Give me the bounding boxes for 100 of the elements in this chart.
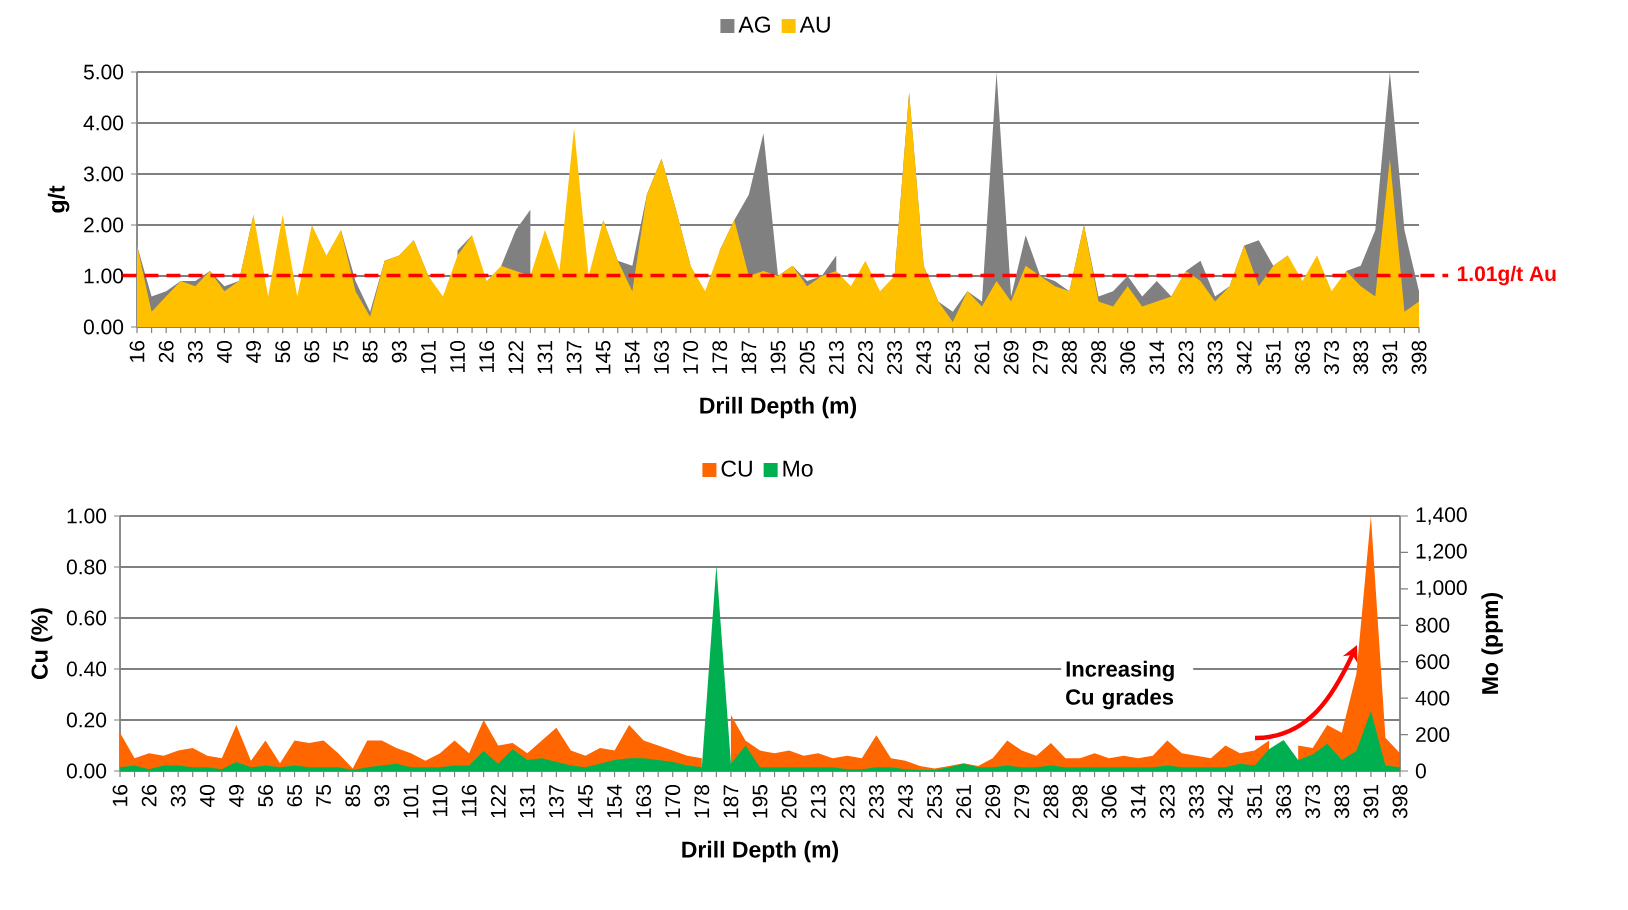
x-tick-label: 253 xyxy=(927,784,942,819)
x-tick-label: 26 xyxy=(158,340,174,363)
x-tick-label: 170 xyxy=(683,340,699,374)
y-tick-label: 0.00 xyxy=(83,319,124,335)
y-tick-label: 0.20 xyxy=(66,712,107,728)
x-tick-label: 178 xyxy=(712,340,728,374)
x-tick-label: 137 xyxy=(548,785,564,818)
y-tick-label: 0.40 xyxy=(66,661,107,677)
y2-tick-label: 800 xyxy=(1415,617,1450,633)
x-tick-label: 16 xyxy=(112,784,128,806)
y-tick-label: 2.00 xyxy=(84,217,124,233)
x-tick-label: 110 xyxy=(432,784,448,816)
x-tick-label: 163 xyxy=(636,784,652,818)
x-tick-label: 56 xyxy=(275,340,291,363)
x-tick-label: 101 xyxy=(420,341,436,374)
x-tick-label: 16 xyxy=(129,340,145,362)
x-tick-label: 253 xyxy=(945,340,961,375)
x-tick-label: 306 xyxy=(1120,340,1136,375)
x-tick-label: 233 xyxy=(868,784,884,819)
annotation: Increasing Cu grades xyxy=(1066,660,1174,710)
x-tick-label: 342 xyxy=(1236,341,1252,375)
x-tick-label: 323 xyxy=(1159,784,1175,819)
y2-tick-label: 1,200 xyxy=(1416,543,1467,562)
x-tick-label: 342 xyxy=(1218,785,1233,819)
x-tick-label: 314 xyxy=(1149,340,1165,375)
x-tick-label: 154 xyxy=(607,784,622,818)
x-tick-label: 233 xyxy=(887,340,902,375)
y-axis-title: g/t xyxy=(47,185,70,213)
x-tick-label: 122 xyxy=(508,341,524,374)
x-tick-label: 122 xyxy=(490,785,506,818)
x-tick-label: 398 xyxy=(1392,784,1408,819)
x-tick-label: 116 xyxy=(479,340,495,372)
x-tick-label: 298 xyxy=(1072,784,1088,819)
x-tick-label: 154 xyxy=(625,340,640,374)
x-tick-label: 178 xyxy=(694,784,710,818)
x-tick-label: 351 xyxy=(1247,785,1262,819)
x-tick-label: 261 xyxy=(974,341,990,375)
x-tick-label: 170 xyxy=(665,784,681,818)
x-tick-label: 65 xyxy=(287,784,302,807)
x-tick-label: 243 xyxy=(916,340,932,375)
x-tick-label: 75 xyxy=(316,784,331,807)
x-tick-label: 261 xyxy=(956,785,972,819)
x-tick-label: 269 xyxy=(1003,341,1019,375)
y2-tick-label: 1,400 xyxy=(1416,507,1467,525)
x-tick-label: 398 xyxy=(1411,340,1427,375)
y-tick-label: 0.80 xyxy=(66,559,107,575)
x-tick-label: 33 xyxy=(187,340,203,363)
x-tick-label: 85 xyxy=(345,784,361,807)
x-tick-label: 85 xyxy=(362,340,378,363)
x-tick-label: 137 xyxy=(566,341,582,374)
y2-tick-label: 200 xyxy=(1416,727,1450,743)
x-tick-label: 187 xyxy=(741,341,757,374)
x-tick-label: 373 xyxy=(1324,340,1340,375)
x-tick-label: 49 xyxy=(246,341,261,363)
legend-label: AG xyxy=(738,16,770,33)
y-tick-label: 5.00 xyxy=(83,64,124,80)
x-tick-label: 351 xyxy=(1265,341,1281,375)
y2-tick-label: 1,000 xyxy=(1416,580,1467,598)
y-tick-label: 0.60 xyxy=(66,610,107,626)
x-tick-label: 40 xyxy=(217,340,232,363)
x-tick-label: 213 xyxy=(828,340,844,375)
x-tick-label: 223 xyxy=(839,784,855,819)
y-tick-label: 4.00 xyxy=(83,115,124,131)
x-tick-label: 243 xyxy=(898,784,913,819)
x-tick-label: 145 xyxy=(578,784,593,818)
y-axis-title: Cu (%) xyxy=(30,608,53,679)
x-tick-label: 93 xyxy=(374,784,390,807)
x-tick-label: 269 xyxy=(985,785,1001,819)
x-tick-label: 383 xyxy=(1353,340,1369,375)
ref-line-label: 1.01g/t Au xyxy=(1457,265,1556,286)
x-tick-label: 110 xyxy=(450,340,465,372)
x-tick-label: 33 xyxy=(170,784,186,807)
legend-label: Mo xyxy=(783,460,813,477)
y-tick-label: 1.00 xyxy=(67,508,107,524)
x-tick-label: 288 xyxy=(1061,340,1077,375)
x-tick-label: 333 xyxy=(1188,784,1204,819)
x-tick-label: 306 xyxy=(1101,784,1117,819)
legend-label: AU xyxy=(799,16,830,33)
x-tick-label: 75 xyxy=(333,340,349,363)
x-tick-label: 213 xyxy=(810,784,826,819)
x-tick-label: 298 xyxy=(1091,340,1106,375)
x-tick-label: 279 xyxy=(1014,785,1030,819)
x-tick-label: 116 xyxy=(461,784,477,816)
x-tick-label: 187 xyxy=(723,785,739,818)
x-axis-title: Drill Depth (m) xyxy=(700,396,857,419)
y-tick-label: 1.00 xyxy=(84,268,124,284)
x-tick-label: 56 xyxy=(258,784,273,807)
x-axis-title: Drill Depth (m) xyxy=(682,840,839,863)
x-tick-label: 363 xyxy=(1276,784,1292,819)
x-tick-label: 223 xyxy=(858,340,873,375)
x-tick-label: 314 xyxy=(1130,784,1146,819)
y2-tick-label: 400 xyxy=(1415,690,1450,706)
x-tick-label: 131 xyxy=(519,785,535,818)
x-tick-label: 205 xyxy=(781,784,797,819)
x-tick-label: 40 xyxy=(199,784,215,807)
x-tick-label: 195 xyxy=(770,340,786,374)
x-tick-label: 49 xyxy=(228,785,244,807)
x-tick-label: 195 xyxy=(752,784,768,818)
x-tick-label: 363 xyxy=(1295,340,1310,375)
x-tick-label: 26 xyxy=(141,784,157,807)
